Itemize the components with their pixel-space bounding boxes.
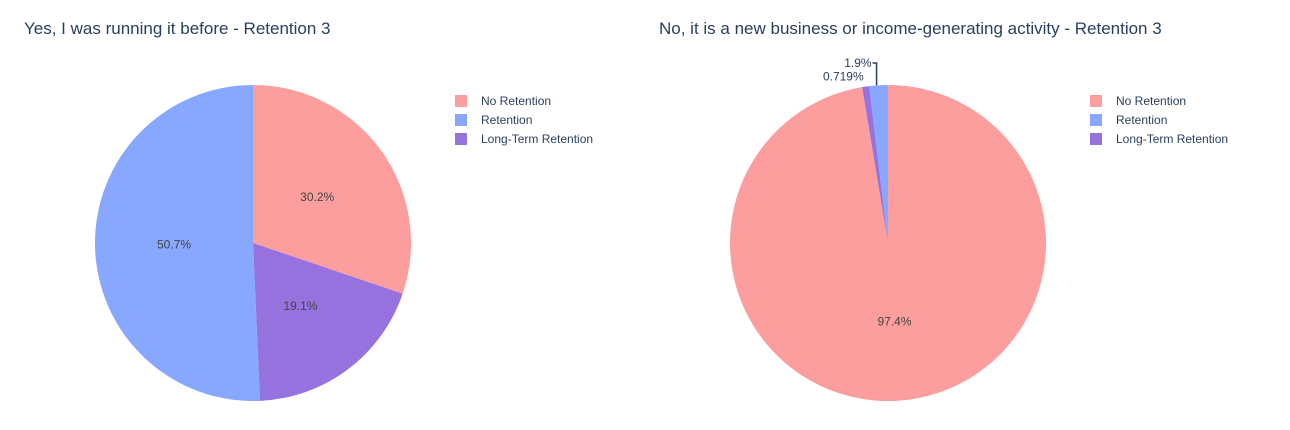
- chart-panel-running-before: Yes, I was running it before - Retention…: [0, 0, 640, 430]
- legend-item-long-term-retention[interactable]: Long-Term Retention: [455, 129, 593, 148]
- chart-title: No, it is a new business or income-gener…: [659, 19, 1162, 38]
- legend-label: No Retention: [481, 93, 552, 108]
- legend-label: No Retention: [1116, 93, 1187, 108]
- legend-label: Long-Term Retention: [1116, 131, 1229, 146]
- pie-slice-long-term-retention[interactable]: [253, 243, 403, 401]
- legend-label: Long-Term Retention: [481, 131, 594, 146]
- legend-item-retention[interactable]: Retention: [1090, 110, 1228, 129]
- legend-swatch: [455, 132, 467, 145]
- legend-item-no-retention[interactable]: No Retention: [455, 91, 593, 110]
- chart-title: Yes, I was running it before - Retention…: [24, 19, 331, 38]
- chart-panel-new-business: No, it is a new business or income-gener…: [635, 0, 1275, 430]
- legend-item-no-retention[interactable]: No Retention: [1090, 91, 1228, 110]
- slice-label-retention: 50.7%: [157, 238, 191, 252]
- pie-slice-long-term-retention[interactable]: [862, 86, 888, 244]
- legend-swatch: [455, 94, 467, 107]
- slice-label-retention: 1.9%: [844, 56, 872, 70]
- pie-slice-retention[interactable]: [94, 85, 260, 401]
- pie-chart: 97.4% 1.9%0.719%: [730, 56, 1046, 401]
- pie-slice-retention[interactable]: [869, 85, 888, 243]
- legend-swatch: [1090, 94, 1102, 107]
- leader-line: [872, 62, 878, 86]
- legend-label: Retention: [481, 112, 533, 127]
- legend: No Retention Retention Long-Term Retenti…: [1090, 91, 1228, 148]
- legend: No Retention Retention Long-Term Retenti…: [455, 91, 593, 148]
- pie-chart: 30.2% 19.1% 50.7%: [94, 85, 411, 401]
- legend-label: Retention: [1116, 112, 1168, 127]
- legend-swatch: [455, 113, 467, 126]
- slice-label-long-term-retention: 0.719%: [823, 70, 864, 84]
- legend-swatch: [1090, 113, 1102, 126]
- slice-label-no-retention: 97.4%: [877, 315, 911, 329]
- slice-label-long-term-retention: 19.1%: [283, 299, 317, 313]
- legend-item-retention[interactable]: Retention: [455, 110, 593, 129]
- pie-slice-no-retention[interactable]: [253, 85, 411, 294]
- legend-item-long-term-retention[interactable]: Long-Term Retention: [1090, 129, 1228, 148]
- slice-label-no-retention: 30.2%: [300, 190, 334, 204]
- legend-swatch: [1090, 132, 1102, 145]
